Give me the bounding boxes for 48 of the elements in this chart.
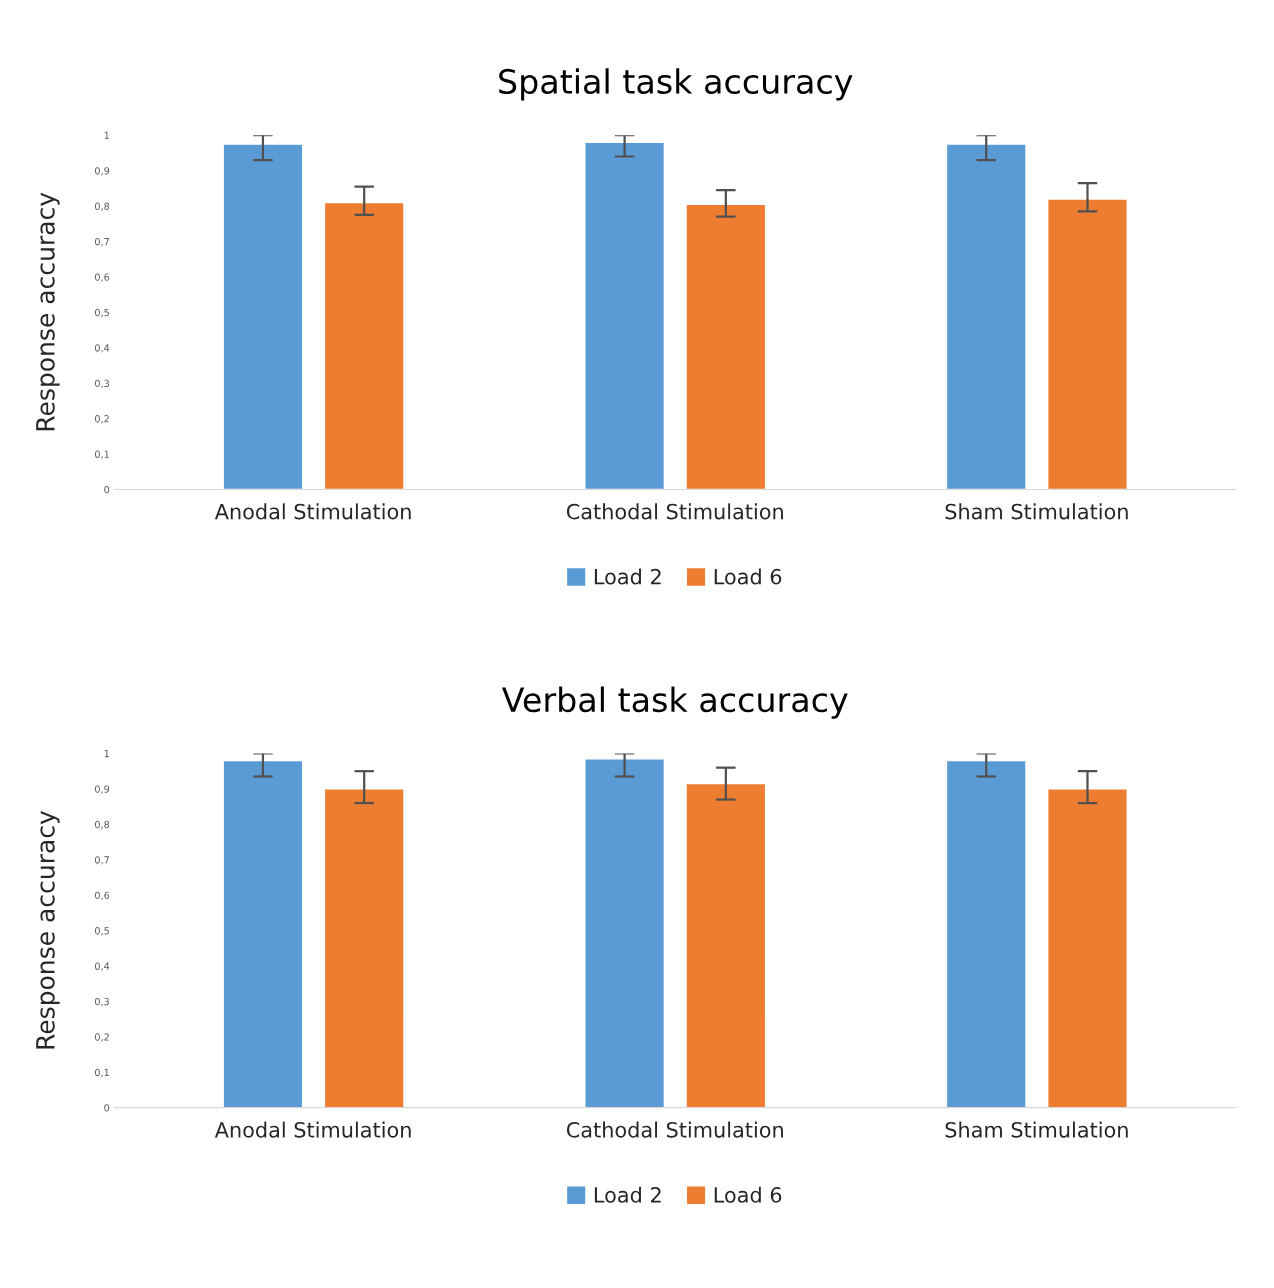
chart-title: Spatial task accuracy [499, 68, 853, 101]
y-tick-label: 0 [104, 1104, 110, 1112]
bar [323, 788, 405, 1108]
bar [222, 143, 304, 490]
y-tick-label: 1 [104, 131, 109, 139]
legend-label: Load 2 [594, 568, 661, 585]
y-tick-label: 0,4 [94, 962, 110, 971]
bar [584, 758, 666, 1108]
y-tick-label: 0,5 [94, 308, 109, 318]
bar [945, 759, 1027, 1108]
y-tick-label: 0,7 [94, 856, 109, 865]
x-tick-label: Anodal Stimulation [214, 1121, 411, 1138]
y-tick-label: 0,4 [94, 344, 110, 353]
y-tick-label: 0,8 [94, 202, 110, 211]
y-tick-label: 0,7 [94, 237, 109, 247]
y-tick-label: 0,9 [94, 167, 110, 176]
y-tick-label: 0,3 [94, 379, 110, 388]
y-axis-title: Response accuracy [36, 192, 60, 431]
y-tick-label: 0 [104, 485, 110, 494]
legend-label: Load 6 [714, 1186, 782, 1203]
bar [945, 143, 1027, 490]
x-tick-label: Cathodal Stimulation [566, 503, 783, 520]
y-tick-label: 0,9 [94, 785, 110, 794]
x-tick-label: Anodal Stimulation [214, 503, 411, 520]
bar [685, 782, 767, 1108]
x-tick-label: Cathodal Stimulation [566, 1121, 783, 1138]
x-tick-label: Sham Stimulation [945, 503, 1128, 520]
y-tick-label: 0,1 [94, 1068, 109, 1078]
y-tick-label: 0,6 [94, 273, 110, 282]
chart-title: Verbal task accuracy [501, 686, 848, 719]
y-tick-label: 0,2 [94, 1033, 109, 1042]
bar [1047, 788, 1128, 1108]
bar [584, 141, 666, 490]
bar [1047, 198, 1128, 490]
y-tick-label: 0,5 [94, 927, 109, 936]
bar [222, 759, 304, 1108]
y-tick-label: 0,8 [94, 820, 110, 830]
bar [685, 203, 767, 490]
legend-label: Load 2 [594, 1186, 661, 1203]
bar [323, 201, 405, 490]
y-tick-label: 0,6 [94, 891, 110, 900]
y-axis-title: Response accuracy [36, 810, 60, 1049]
y-tick-label: 0,3 [94, 997, 110, 1007]
y-tick-label: 0,2 [94, 415, 109, 424]
legend-label: Load 6 [714, 568, 782, 585]
y-tick-label: 1 [104, 750, 109, 758]
y-tick-label: 0,1 [94, 450, 109, 459]
x-tick-label: Sham Stimulation [945, 1121, 1128, 1138]
